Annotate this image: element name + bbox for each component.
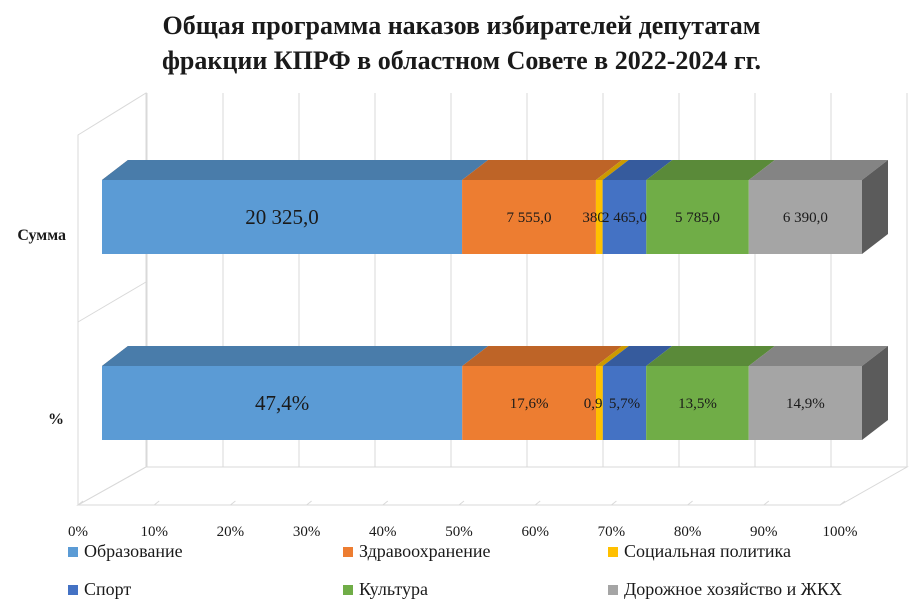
floor-tick [611,500,617,506]
bar-top-face [748,160,888,180]
bar-segment [102,180,463,254]
bar-top-face [462,346,622,366]
legend-label: Дорожное хозяйство и ЖКХ [624,579,842,599]
floor-tick [687,500,693,506]
bar-side-face [862,346,888,440]
legend-swatch [343,546,353,557]
legend-item: Социальная политика [608,541,791,562]
legend-item: Дорожное хозяйство и ЖКХ [608,579,842,600]
legend-item: Культура [343,579,428,600]
bar-segment [646,366,749,440]
data-label: 2 465,0 [602,210,647,226]
legend-label: Культура [359,579,428,599]
chart-title: Общая программа наказов избирателей депу… [0,8,923,78]
legend-swatch [608,546,618,557]
legend-swatch [68,546,78,557]
data-label: 47,4% [255,391,309,415]
bar-segment [602,366,647,440]
x-tick-label: 0% [68,524,88,540]
bar-segment [602,180,647,254]
x-tick-label: 100% [823,524,858,540]
floor-tick [763,500,770,506]
bar-side-face [862,160,888,254]
floor-tick [77,500,84,506]
legend-item: Образование [68,541,183,562]
floor-tick [230,500,236,506]
legend-item: Здравоохранение [343,541,491,562]
data-label: 7 555,0 [506,210,551,226]
bar-segment [462,180,596,254]
bar-segment [596,366,603,440]
x-tick-label: 90% [750,524,778,540]
side-wall [77,92,147,506]
x-tick-label: 30% [293,524,321,540]
legend-label: Образование [84,541,183,561]
bar-top-face [595,160,629,180]
x-tick-label: 50% [445,524,473,540]
wall-divider [77,281,147,323]
floor [76,466,909,506]
x-tick-label: 40% [369,524,397,540]
x-tick-label: 70% [598,524,626,540]
bar-top-face [102,346,489,366]
bar-segment [462,366,596,440]
floor-tick [153,500,160,506]
legend-item: Спорт [68,579,131,600]
chart-legend: Образование Здравоохранение Социальная пол… [68,541,918,611]
bar-segment [102,366,463,440]
x-tick-label: 60% [521,524,549,540]
data-label: 20 325,0 [245,205,319,229]
data-label: 13,5% [678,396,717,412]
bar-segment [748,180,862,254]
x-tick-label: 80% [674,524,702,540]
x-tick-label: 20% [217,524,245,540]
legend-swatch [68,584,78,595]
legend-swatch [343,584,353,595]
legend-label: Здравоохранение [359,541,491,561]
bar-segment [595,180,603,254]
floor-tick [534,500,541,506]
legend-label: Социальная политика [624,541,791,561]
chart-title-line-2: фракции КПРФ в областном Совете в 2022-2… [161,46,762,75]
data-label: 6 390,0 [783,210,828,226]
data-label: 5 785,0 [675,210,720,226]
floor-tick [382,500,389,506]
data-label: 17,6% [510,396,549,412]
bar-top-face [602,160,673,180]
bar-segment [646,180,749,254]
bar-segment [748,366,862,440]
bar-top-face [462,160,622,180]
legend-swatch [608,584,618,595]
bar-top-face [596,346,629,366]
data-label: 14,9% [786,396,825,412]
bar-top-face [602,346,673,366]
bar-top-face [646,346,775,366]
floor-tick [458,500,465,506]
bar-top-face [102,160,489,180]
category-label: % [48,411,64,428]
floor-tick [306,500,312,506]
category-label: Сумма [17,227,66,244]
x-tick-label: 10% [140,524,168,540]
bar-top-face [646,160,775,180]
floor-tick [839,500,846,506]
bar-top-face [748,346,888,366]
data-label: 5,7% [609,396,640,412]
legend-label: Спорт [84,579,132,599]
chart-title-line-1: Общая программа наказов избирателей депу… [162,11,761,40]
